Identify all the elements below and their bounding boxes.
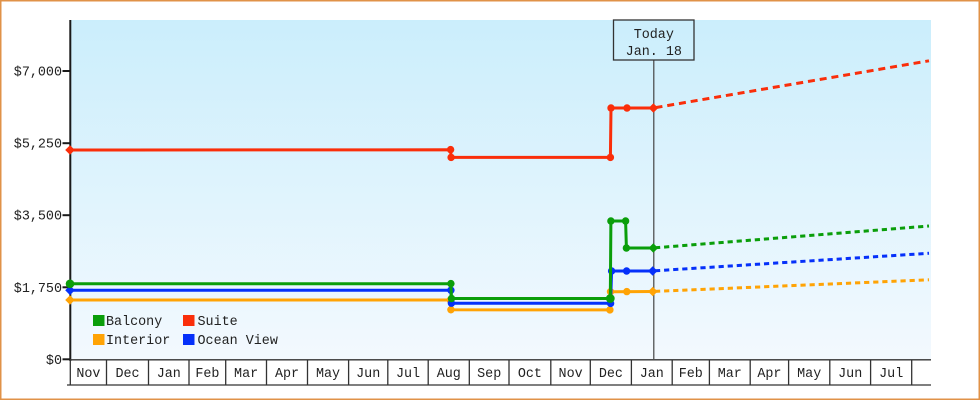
svg-text:Jun: Jun — [838, 367, 862, 382]
svg-text:Jan: Jan — [640, 367, 664, 382]
svg-text:Nov: Nov — [559, 367, 583, 382]
svg-text:Jun: Jun — [356, 367, 380, 382]
svg-text:Mar: Mar — [718, 367, 742, 382]
svg-text:Suite: Suite — [198, 315, 238, 330]
svg-text:$0: $0 — [46, 354, 62, 369]
svg-text:Nov: Nov — [76, 367, 100, 382]
svg-text:Ocean View: Ocean View — [198, 334, 278, 349]
svg-text:Dec: Dec — [115, 367, 139, 382]
svg-text:Jan: Jan — [157, 367, 181, 382]
svg-text:Jan. 18: Jan. 18 — [626, 45, 682, 60]
svg-text:Balcony: Balcony — [106, 315, 162, 330]
svg-text:Interior: Interior — [106, 334, 170, 349]
svg-text:May: May — [797, 367, 821, 382]
svg-text:$7,000: $7,000 — [14, 66, 62, 81]
svg-text:Mar: Mar — [234, 367, 258, 382]
svg-text:Today: Today — [634, 28, 674, 43]
svg-text:May: May — [316, 367, 340, 382]
svg-text:$5,250: $5,250 — [14, 138, 62, 153]
svg-text:Oct: Oct — [518, 367, 542, 382]
svg-text:Jul: Jul — [396, 367, 420, 382]
svg-text:Apr: Apr — [757, 367, 781, 382]
svg-text:Aug: Aug — [437, 367, 461, 382]
svg-text:Feb: Feb — [195, 367, 219, 382]
svg-text:Sep: Sep — [477, 367, 501, 382]
svg-text:Jul: Jul — [879, 367, 903, 382]
svg-text:$1,750: $1,750 — [14, 282, 62, 297]
svg-text:Feb: Feb — [679, 367, 703, 382]
svg-text:$3,500: $3,500 — [14, 210, 62, 225]
svg-text:Apr: Apr — [275, 367, 299, 382]
svg-text:Dec: Dec — [599, 367, 623, 382]
